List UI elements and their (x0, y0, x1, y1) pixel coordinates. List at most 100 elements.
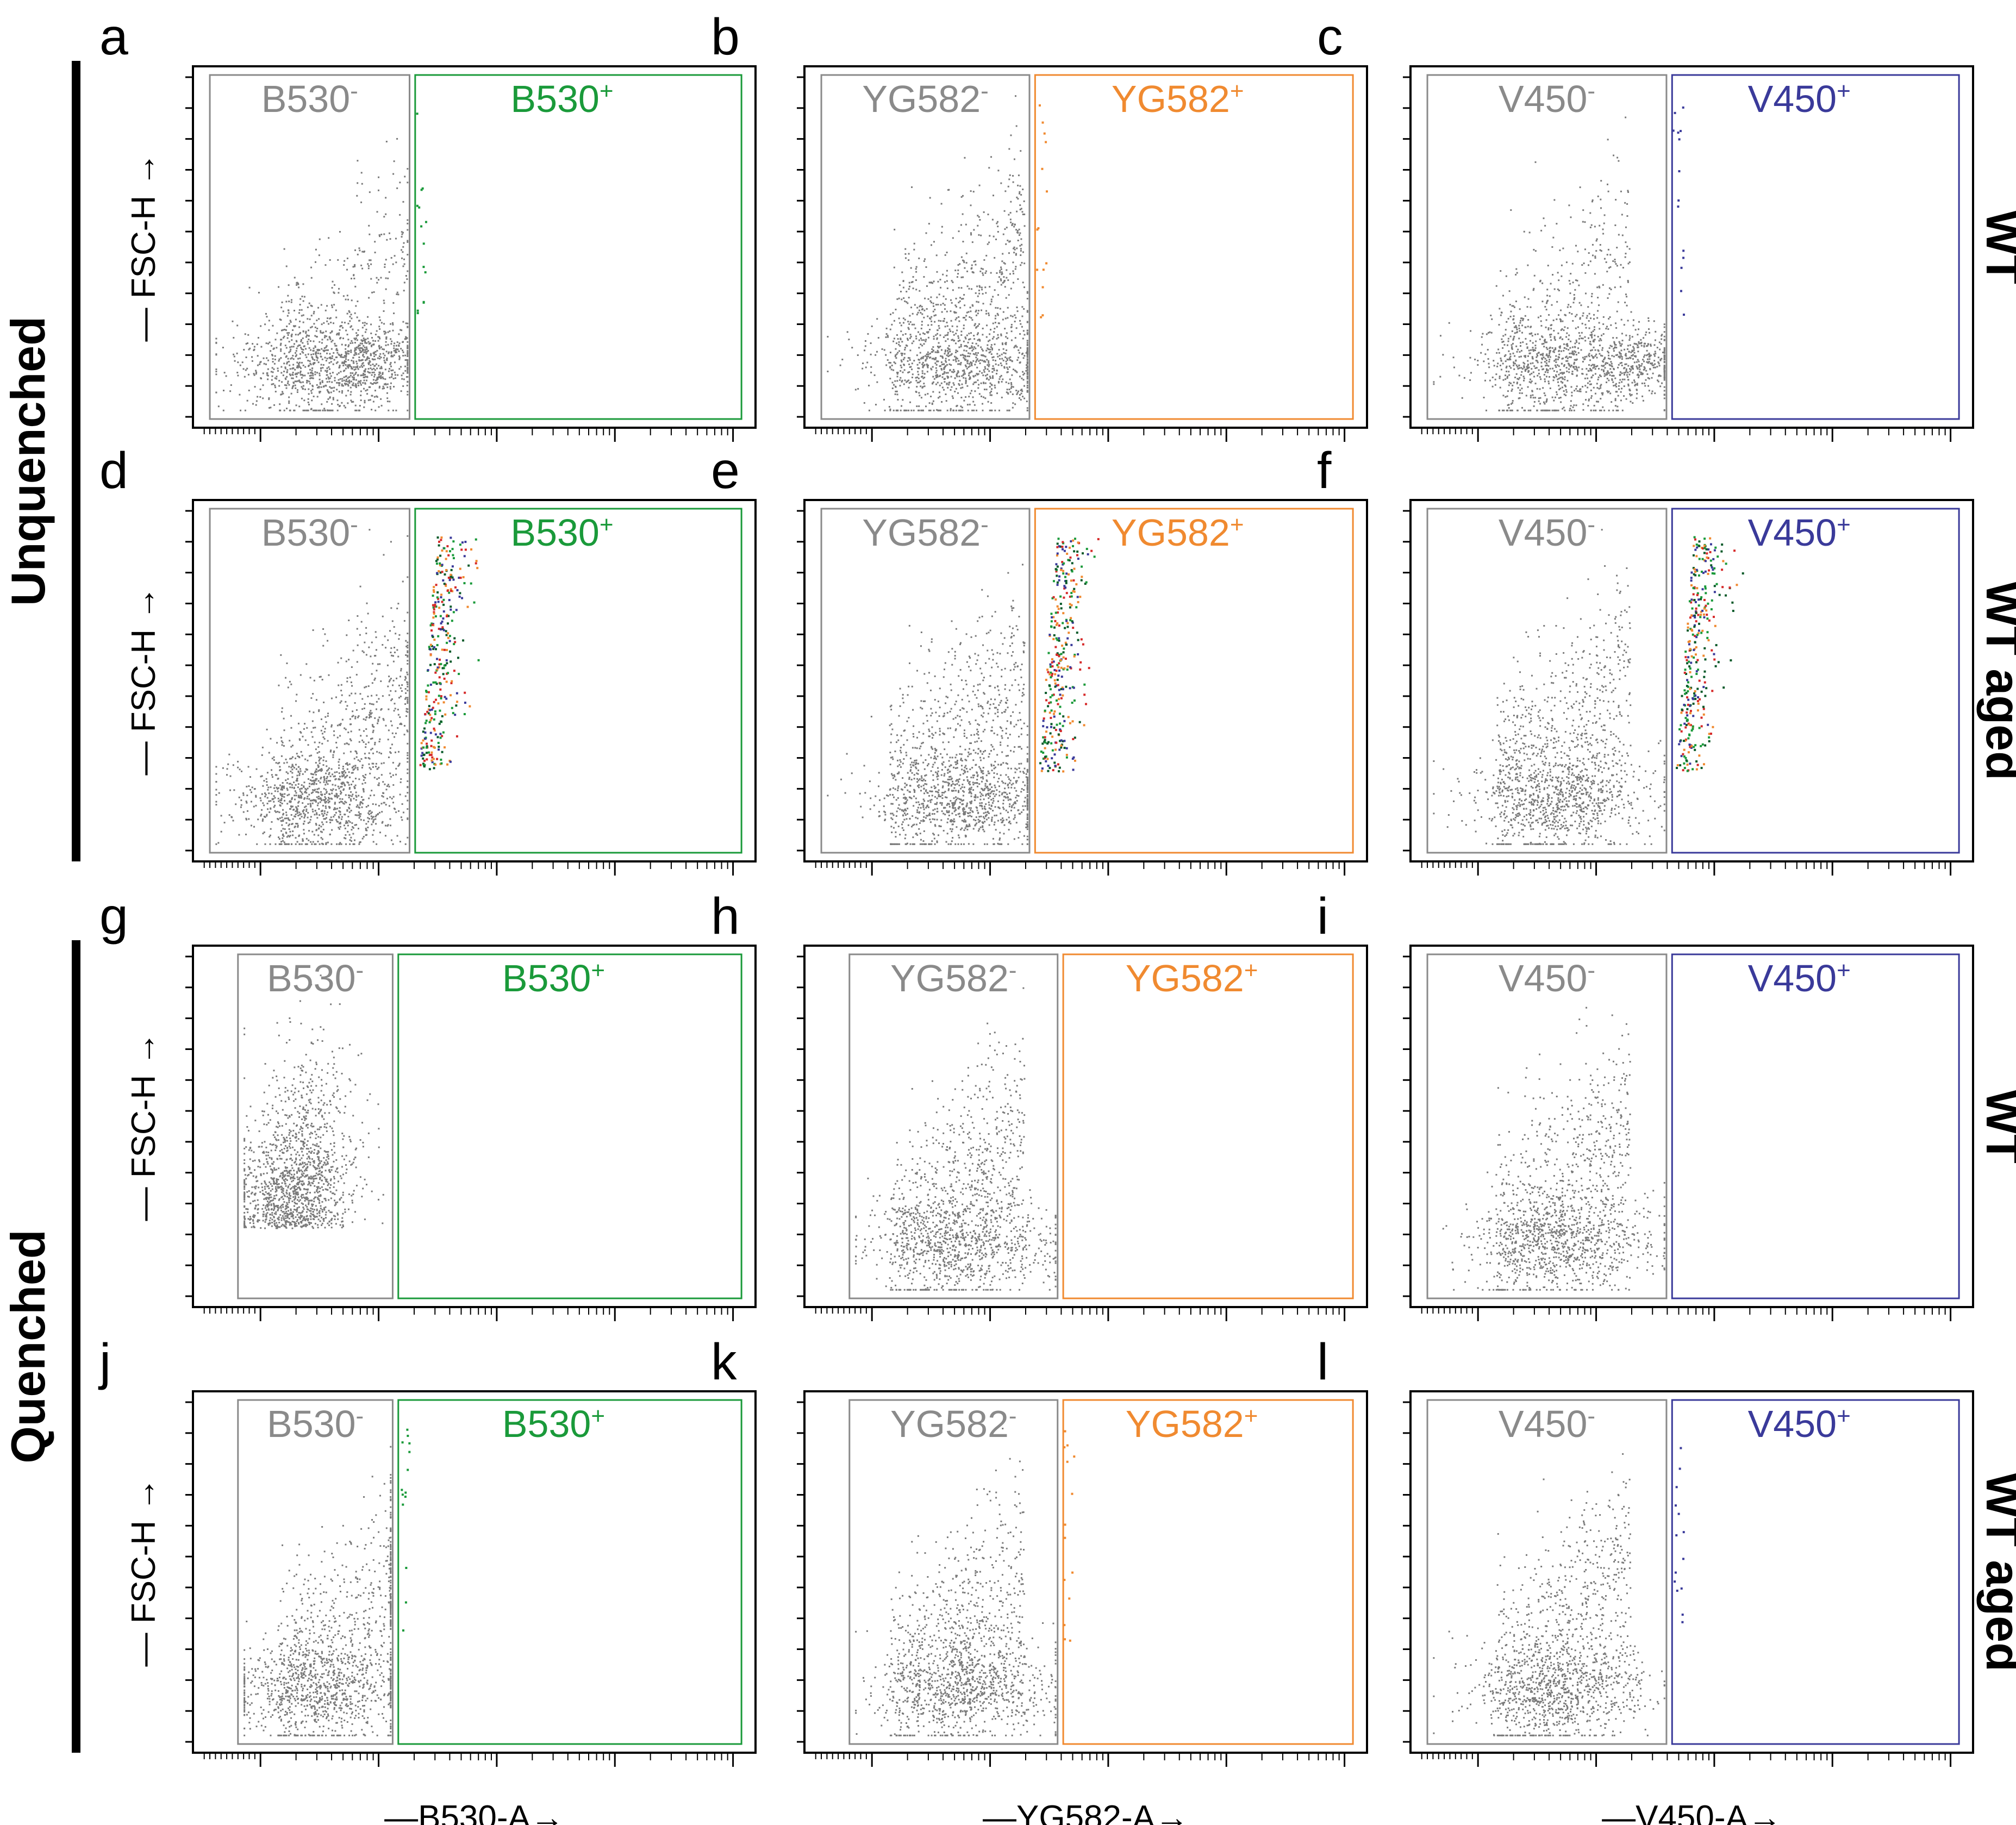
event-dot (1019, 245, 1021, 247)
event-dot (1632, 365, 1633, 367)
event-dot (1526, 366, 1528, 367)
event-dot (1607, 184, 1608, 185)
event-dot (862, 368, 863, 370)
event-dot (351, 810, 352, 811)
event-dot (312, 385, 314, 387)
event-dot (360, 390, 362, 392)
event-dot (1562, 339, 1563, 340)
event-dot (326, 374, 328, 376)
event-dot (908, 288, 910, 290)
panel-d: dB530- B530+— FSC-H → (99, 442, 756, 876)
event-dot (1546, 376, 1547, 377)
event-dot (1621, 372, 1623, 374)
event-dot (263, 358, 265, 359)
event-dot (324, 796, 326, 798)
event-dot (377, 721, 379, 722)
event-dot (1557, 359, 1559, 360)
event-dot (305, 663, 307, 665)
event-dot (933, 338, 935, 340)
event-dot (972, 383, 974, 385)
event-dot (935, 357, 937, 359)
event-dot (1541, 335, 1543, 337)
event-dot (230, 384, 232, 386)
event-dot (1537, 410, 1538, 411)
event-dot (386, 351, 388, 352)
event-dot (1568, 339, 1569, 340)
event-dot (296, 694, 297, 696)
event-dot (944, 318, 945, 320)
event-dot (1599, 345, 1601, 346)
event-dot (327, 391, 329, 392)
positive-event-dot (1672, 129, 1675, 132)
event-dot (308, 830, 310, 832)
event-dot (965, 366, 967, 367)
event-dot (1007, 371, 1009, 373)
event-dot (261, 809, 263, 811)
event-dot (1014, 249, 1016, 251)
event-dot (874, 374, 876, 376)
negative-gate-label: B530- (261, 78, 358, 121)
event-dot (1449, 322, 1450, 324)
event-dot (1518, 368, 1519, 370)
event-dot (375, 390, 376, 391)
event-dot (1620, 353, 1622, 355)
event-dot (900, 410, 902, 411)
event-dot (280, 339, 282, 340)
event-dot (1650, 362, 1651, 364)
event-dot (264, 323, 266, 325)
event-dot (404, 282, 405, 283)
event-dot (387, 686, 389, 688)
event-dot (1616, 247, 1618, 248)
event-dot (1021, 306, 1023, 308)
event-dot (1636, 389, 1638, 390)
event-dot (1589, 327, 1590, 329)
event-dot (347, 295, 348, 296)
event-dot (975, 375, 976, 377)
event-dot (327, 339, 328, 341)
event-dot (925, 339, 927, 340)
event-dot (314, 362, 315, 364)
event-dot (1557, 364, 1558, 366)
event-dot (960, 354, 962, 356)
event-dot (298, 312, 300, 314)
event-dot (1599, 353, 1600, 354)
event-dot (357, 367, 358, 368)
event-dot (337, 404, 339, 405)
event-dot (1546, 365, 1548, 366)
event-dot (332, 372, 334, 373)
event-dot (395, 410, 397, 411)
event-dot (321, 323, 323, 325)
event-dot (320, 791, 322, 793)
event-dot (1527, 326, 1529, 327)
event-dot (345, 395, 347, 396)
event-dot (1027, 330, 1028, 332)
event-dot (329, 336, 330, 338)
event-dot (364, 379, 365, 381)
event-dot (927, 324, 929, 326)
event-dot (1649, 368, 1651, 370)
event-dot (387, 278, 389, 279)
event-dot (1008, 252, 1010, 254)
event-dot (1499, 377, 1500, 379)
event-dot (313, 348, 315, 349)
event-dot (280, 394, 282, 396)
event-dot (1521, 332, 1523, 334)
event-dot (1003, 352, 1004, 354)
event-dot (973, 382, 975, 383)
event-dot (1589, 353, 1590, 354)
event-dot (1618, 234, 1620, 235)
event-dot (1507, 404, 1509, 406)
event-dot (282, 828, 284, 829)
event-dot (354, 312, 356, 314)
event-dot (329, 386, 330, 388)
positive-event-dot (1677, 132, 1680, 134)
event-dot (892, 312, 894, 314)
event-dot (907, 380, 908, 382)
event-dot (238, 834, 240, 836)
event-dot (963, 317, 964, 318)
event-dot (1582, 209, 1584, 211)
event-dot (1625, 335, 1627, 336)
event-dot (936, 254, 938, 256)
event-dot (352, 342, 353, 343)
event-dot (1647, 317, 1649, 319)
